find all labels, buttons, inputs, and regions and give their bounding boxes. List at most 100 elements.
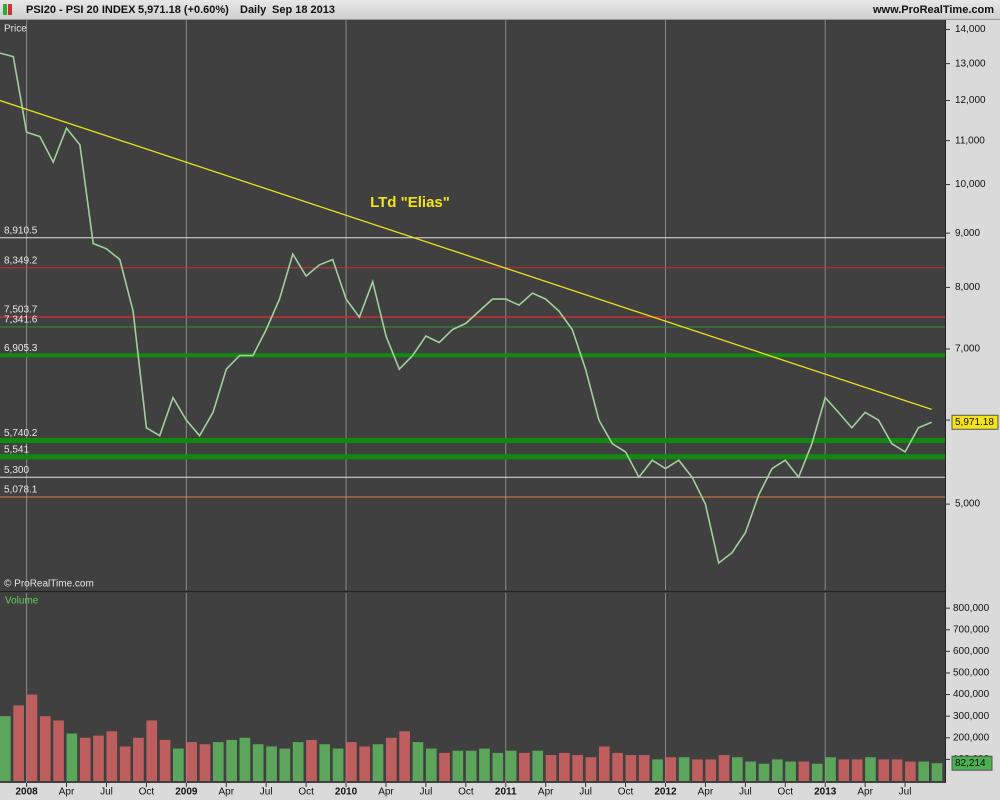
volume-bar (758, 763, 770, 781)
level-label: 5,541 (4, 444, 29, 455)
volume-bar (745, 761, 756, 781)
volume-bar (119, 746, 131, 781)
volume-bar (811, 763, 823, 781)
volume-bar (891, 759, 903, 781)
right-axis (945, 20, 1000, 783)
y-tick-label: 400,000 (953, 689, 990, 700)
price-line (0, 52, 933, 565)
level-label: 7,503.7 (4, 305, 38, 316)
x-tick-label: Apr (59, 787, 75, 798)
level-label: 5,740.2 (4, 428, 38, 439)
y-tick-label: 700,000 (953, 624, 990, 635)
x-tick-label: 2008 (15, 787, 38, 798)
volume-bar (612, 752, 623, 781)
volume-bar (412, 742, 424, 781)
y-tick-label: 5,000 (955, 499, 980, 510)
icon (8, 4, 12, 15)
y-tick-label: 200,000 (953, 732, 990, 743)
volume-bar (226, 739, 237, 781)
x-tick-label: 2013 (814, 787, 837, 798)
x-tick-label: 2011 (495, 787, 517, 798)
x-tick-label: Oct (618, 787, 634, 798)
x-tick-label: Jul (899, 787, 912, 798)
volume-bar (718, 755, 730, 781)
x-tick-label: Jul (420, 787, 433, 798)
volume-bar (665, 757, 677, 781)
volume-bar (159, 739, 171, 781)
volume-bar (319, 744, 331, 781)
volume-bar (851, 759, 863, 781)
volume-bar (692, 759, 703, 781)
x-tick-label: Apr (698, 787, 714, 798)
volume-bar (425, 748, 437, 781)
volume-bar (266, 746, 277, 781)
volume-bar (838, 759, 850, 781)
volume-bar (399, 731, 410, 781)
volume-bar (346, 742, 357, 781)
level-label: 8,349.2 (4, 255, 38, 266)
icon (3, 4, 7, 15)
last-price-label: 5,971.18 (955, 417, 994, 428)
level-label: 5,078.1 (4, 485, 38, 496)
volume-bar (532, 750, 544, 781)
volume-bar (106, 731, 118, 781)
bottom-axis (0, 783, 1000, 800)
volume-bar (53, 720, 64, 781)
volume-bar (93, 735, 104, 781)
volume-bar (13, 705, 24, 781)
y-tick-label: 7,000 (955, 344, 980, 355)
y-tick-label: 8,000 (955, 282, 980, 293)
volume-bar (0, 716, 11, 781)
x-tick-label: Apr (538, 787, 554, 798)
x-tick-label: Oct (458, 787, 474, 798)
volume-bar (785, 761, 796, 781)
volume-bar (186, 742, 197, 781)
header-bar: PSI20 - PSI 20 INDEX 5,971.18 (+0.60%) D… (0, 0, 1000, 20)
volume-bar (452, 750, 464, 781)
volume-bar (332, 748, 344, 781)
volume-bar (825, 757, 836, 781)
y-tick-label: 500,000 (953, 668, 990, 679)
x-tick-label: Jul (260, 787, 273, 798)
last-volume-label: 82,214 (955, 758, 986, 769)
trendline (0, 99, 932, 411)
volume-bar (372, 744, 384, 781)
volume-bar (385, 737, 397, 781)
volume-bar (931, 763, 943, 781)
volume-bar (212, 742, 224, 781)
volume-bar (173, 748, 184, 781)
volume-bar (465, 750, 477, 781)
date: Sep 18 2013 (272, 4, 335, 16)
y-tick-label: 9,000 (955, 228, 980, 239)
x-tick-label: 2009 (175, 787, 198, 798)
price-label: Price (4, 24, 27, 35)
y-tick-label: 11,000 (955, 135, 985, 146)
volume-bar (306, 739, 317, 781)
volume-bar (519, 752, 530, 781)
watermark: © ProRealTime.com (4, 579, 94, 590)
volume-bar (199, 744, 211, 781)
level-label: 5,300 (4, 465, 29, 476)
y-tick-label: 300,000 (953, 711, 990, 722)
volume-bar (279, 748, 291, 781)
x-tick-label: Apr (378, 787, 394, 798)
level-label: 8,910.5 (4, 225, 38, 236)
volume-bar (252, 744, 264, 781)
y-tick-label: 600,000 (953, 646, 990, 657)
x-tick-label: 2012 (654, 787, 677, 798)
volume-bar (652, 759, 663, 781)
volume-bar (771, 759, 783, 781)
volume-bar (66, 733, 78, 781)
x-tick-label: Jul (579, 787, 592, 798)
volume-bar (918, 761, 930, 781)
volume-bar (439, 752, 450, 781)
x-tick-label: 2010 (335, 787, 358, 798)
volume-bar (705, 759, 717, 781)
symbol: PSI20 - PSI 20 INDEX (26, 4, 136, 16)
volume-bar (678, 757, 690, 781)
volume-bar (625, 755, 637, 781)
interval: Daily (240, 4, 267, 16)
x-tick-label: Apr (857, 787, 873, 798)
x-tick-label: Oct (139, 787, 155, 798)
